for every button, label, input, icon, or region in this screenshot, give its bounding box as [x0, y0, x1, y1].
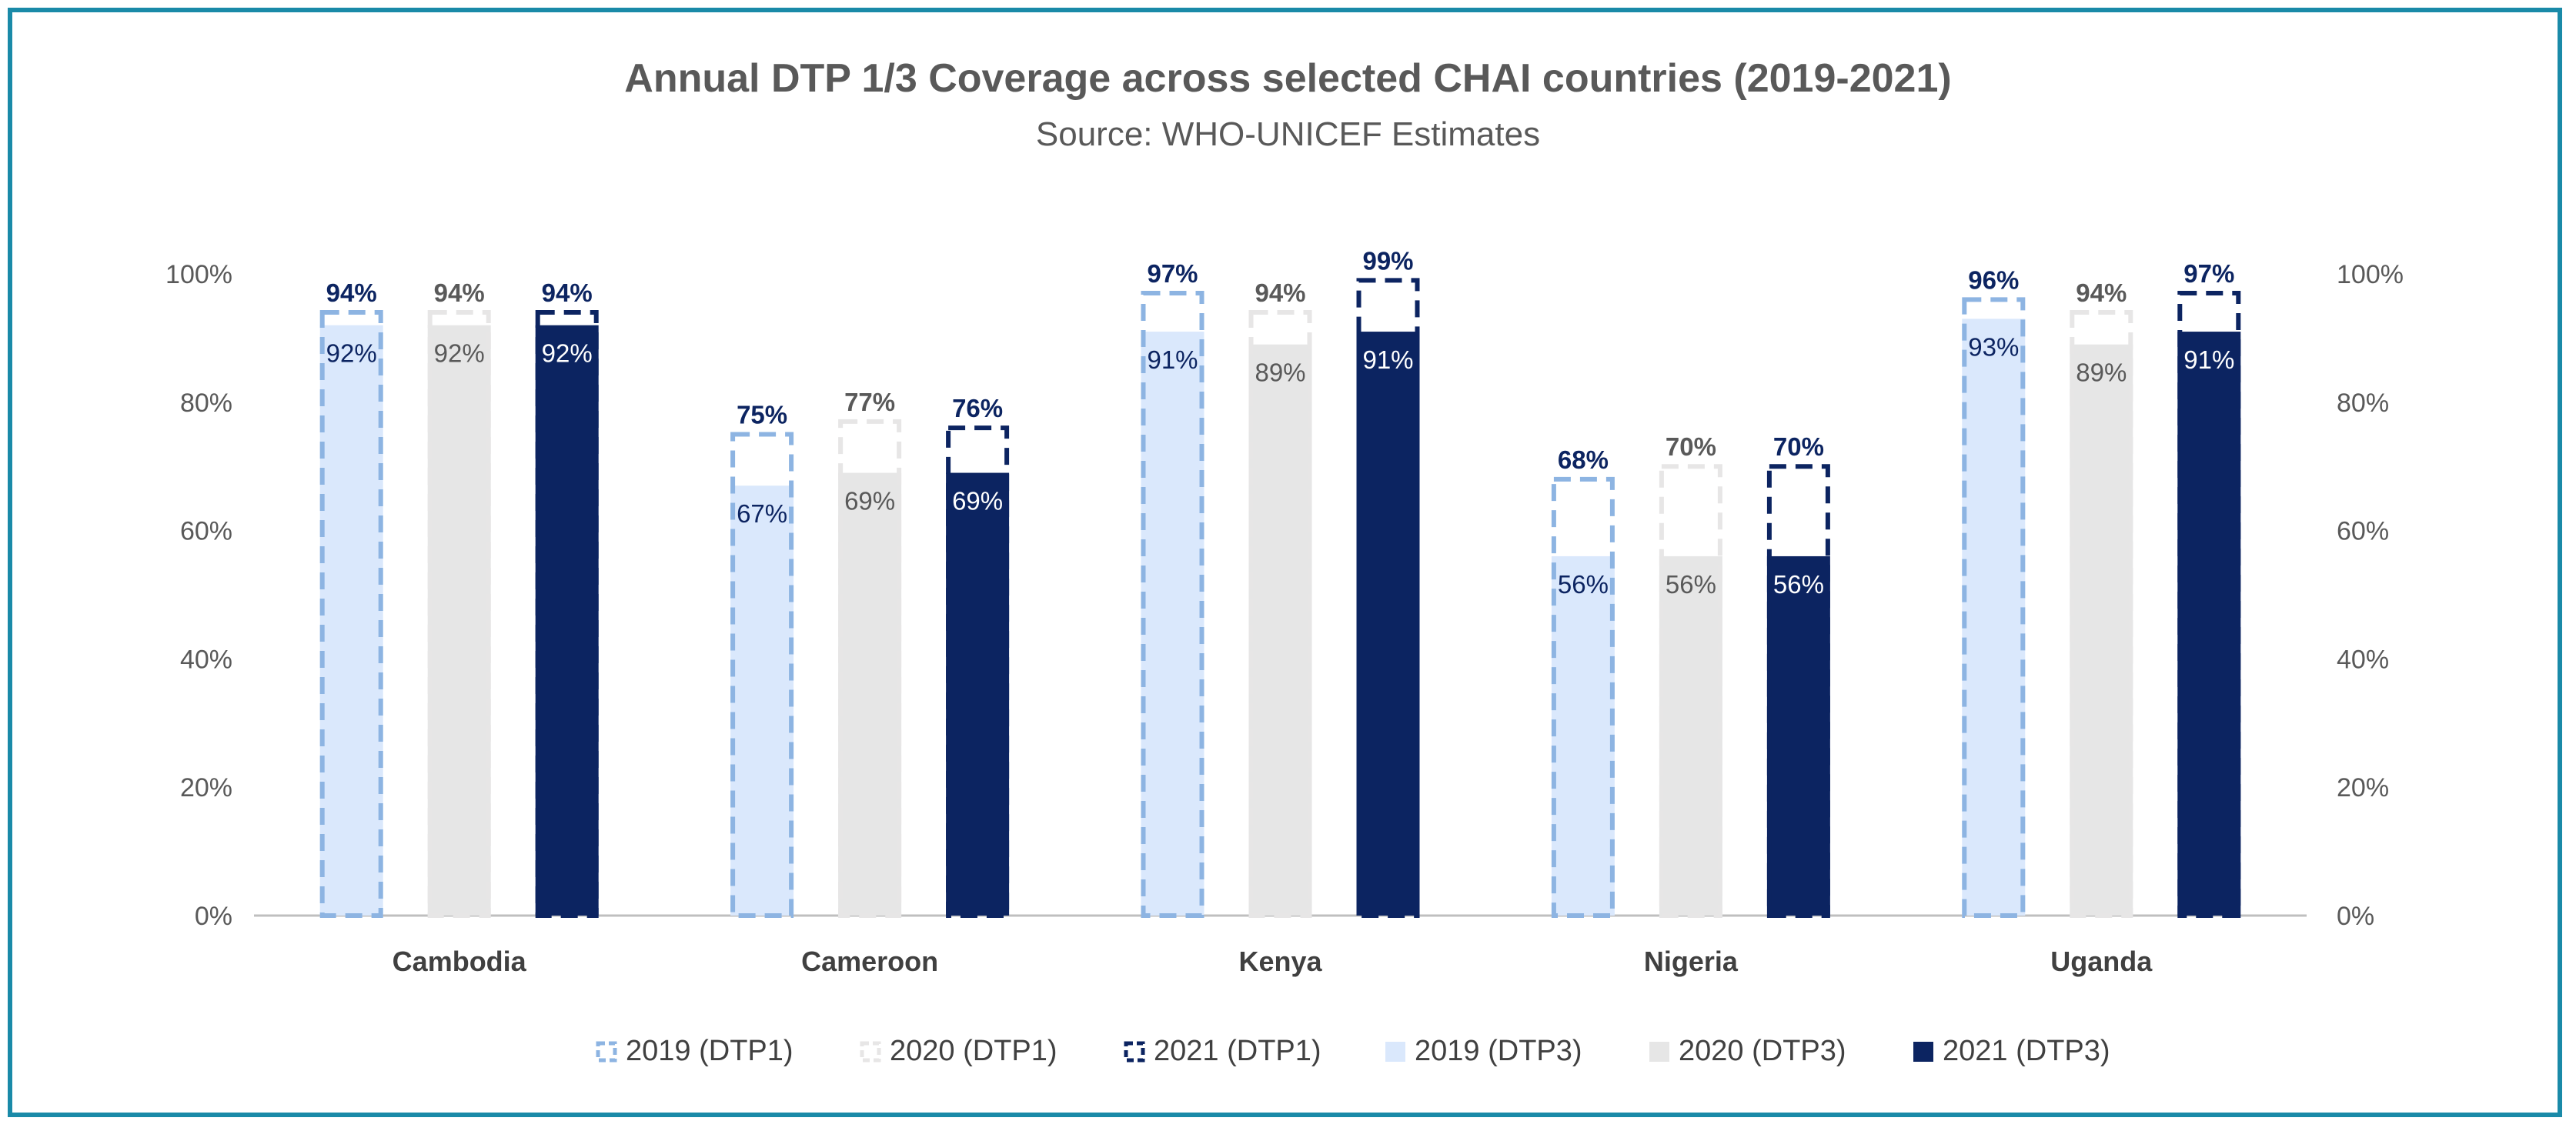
legend-swatch — [1385, 1042, 1405, 1062]
bar-2020-dtp3- — [1659, 555, 1722, 916]
data-label-dtp1: 70% — [1666, 432, 1716, 461]
legend-swatch — [1913, 1042, 1933, 1062]
x-tick-label: Nigeria — [1644, 946, 1739, 977]
bar-2019-dtp3- — [319, 325, 383, 916]
y-tick-label-right: 80% — [2337, 389, 2389, 418]
bar-2021-dtp3- — [2177, 332, 2241, 916]
bar-2020-dtp3- — [1248, 344, 1312, 916]
data-label-dtp3: 92% — [434, 339, 485, 368]
y-tick-label-right: 0% — [2337, 902, 2374, 931]
y-tick-label-right: 60% — [2337, 517, 2389, 546]
data-label-dtp3: 67% — [737, 499, 787, 528]
y-tick-label-left: 100% — [165, 260, 232, 289]
bar-2019-dtp3- — [1962, 319, 2026, 916]
data-label-dtp3: 91% — [2183, 345, 2234, 374]
data-label-dtp1: 96% — [1968, 265, 2019, 294]
data-label-dtp3: 91% — [1147, 345, 1198, 374]
y-tick-label-left: 20% — [180, 773, 232, 802]
bar-outline-2020-dtp1- — [1248, 310, 1312, 919]
chart-title: Annual DTP 1/3 Coverage across selected … — [624, 56, 1952, 101]
bar-2019-dtp3- — [1141, 332, 1204, 916]
data-label-dtp3: 56% — [1558, 570, 1609, 599]
data-label-dtp1: 75% — [737, 401, 787, 429]
data-label-dtp1: 94% — [542, 279, 593, 307]
chart-subtitle: Source: WHO-UNICEF Estimates — [1035, 115, 1541, 153]
y-tick-label-left: 0% — [195, 902, 232, 931]
bar-2020-dtp3- — [838, 472, 902, 916]
data-label-dtp1: 94% — [1255, 279, 1305, 307]
bar-outline-2021-dtp1- — [1766, 464, 1830, 918]
y-tick-label-right: 100% — [2337, 260, 2404, 289]
bar-2021-dtp3- — [946, 472, 1010, 916]
data-label-dtp3: 56% — [1666, 570, 1716, 599]
bar-outline-2019-dtp1- — [730, 432, 794, 918]
bar-2020-dtp3- — [427, 325, 491, 916]
data-label-dtp3: 92% — [326, 339, 377, 368]
bar-2019-dtp3- — [1551, 555, 1615, 916]
data-label-dtp1: 99% — [1362, 246, 1413, 275]
bar-outline-2019-dtp1- — [1551, 476, 1615, 918]
data-label-dtp3: 93% — [1968, 332, 2019, 361]
data-label-dtp1: 77% — [844, 388, 895, 416]
bar-outline-2019-dtp1- — [319, 310, 383, 919]
data-label-dtp1: 68% — [1558, 445, 1609, 474]
bar-outline-2019-dtp1- — [1141, 291, 1204, 918]
legend-label: 2021 (DTP3) — [1943, 1035, 2110, 1067]
bar-outline-2020-dtp1- — [2070, 310, 2133, 919]
y-tick-label-right: 40% — [2337, 645, 2389, 674]
bar-2020-dtp3- — [2070, 344, 2133, 916]
data-label-dtp3: 89% — [1255, 359, 1305, 387]
bar-outline-2020-dtp1- — [427, 310, 491, 919]
bar-2021-dtp3- — [1356, 332, 1420, 916]
legend-swatch — [1124, 1041, 1145, 1063]
bar-2019-dtp3- — [730, 485, 794, 916]
data-label-dtp3: 69% — [952, 487, 1003, 515]
bar-2021-dtp3- — [1766, 555, 1830, 916]
bar-2021-dtp3- — [535, 325, 599, 916]
data-label-dtp1: 76% — [952, 394, 1003, 422]
bar-outline-2021-dtp1- — [1356, 278, 1420, 918]
data-label-dtp3: 91% — [1362, 345, 1413, 374]
data-label-dtp1: 97% — [2183, 259, 2234, 288]
legend-label: 2020 (DTP1) — [890, 1035, 1057, 1067]
legend-label: 2019 (DTP1) — [626, 1035, 794, 1067]
bar-outline-2021-dtp1- — [535, 310, 599, 919]
y-tick-label-right: 20% — [2337, 773, 2389, 802]
y-tick-label-left: 60% — [180, 517, 232, 546]
data-label-dtp1: 97% — [1147, 259, 1198, 288]
bar-outline-2019-dtp1- — [1962, 297, 2026, 918]
legend-label: 2019 (DTP3) — [1415, 1035, 1582, 1067]
legend-swatch — [860, 1041, 881, 1063]
data-label-dtp3: 89% — [2076, 359, 2127, 387]
bar-outline-2020-dtp1- — [1659, 464, 1722, 918]
data-label-dtp1: 94% — [434, 279, 485, 307]
data-label-dtp3: 69% — [844, 487, 895, 515]
y-tick-label-left: 80% — [180, 389, 232, 418]
data-label-dtp1: 94% — [326, 279, 377, 307]
data-label-dtp3: 56% — [1773, 570, 1824, 599]
data-label-dtp3: 92% — [542, 339, 593, 368]
y-tick-label-left: 40% — [180, 645, 232, 674]
legend-swatch — [596, 1041, 617, 1063]
legend-swatch — [1649, 1042, 1669, 1062]
x-tick-label: Kenya — [1238, 946, 1322, 977]
bar-outline-2021-dtp1- — [2177, 291, 2241, 918]
data-label-dtp1: 70% — [1773, 432, 1824, 461]
x-tick-label: Cameroon — [801, 946, 938, 977]
x-tick-label: Cambodia — [393, 946, 527, 977]
data-label-dtp1: 94% — [2076, 279, 2127, 307]
legend-label: 2021 (DTP1) — [1154, 1035, 1321, 1067]
x-tick-label: Uganda — [2050, 946, 2153, 977]
bar-outline-2020-dtp1- — [838, 419, 902, 918]
legend-label: 2020 (DTP3) — [1679, 1035, 1846, 1067]
bar-outline-2021-dtp1- — [946, 425, 1010, 918]
